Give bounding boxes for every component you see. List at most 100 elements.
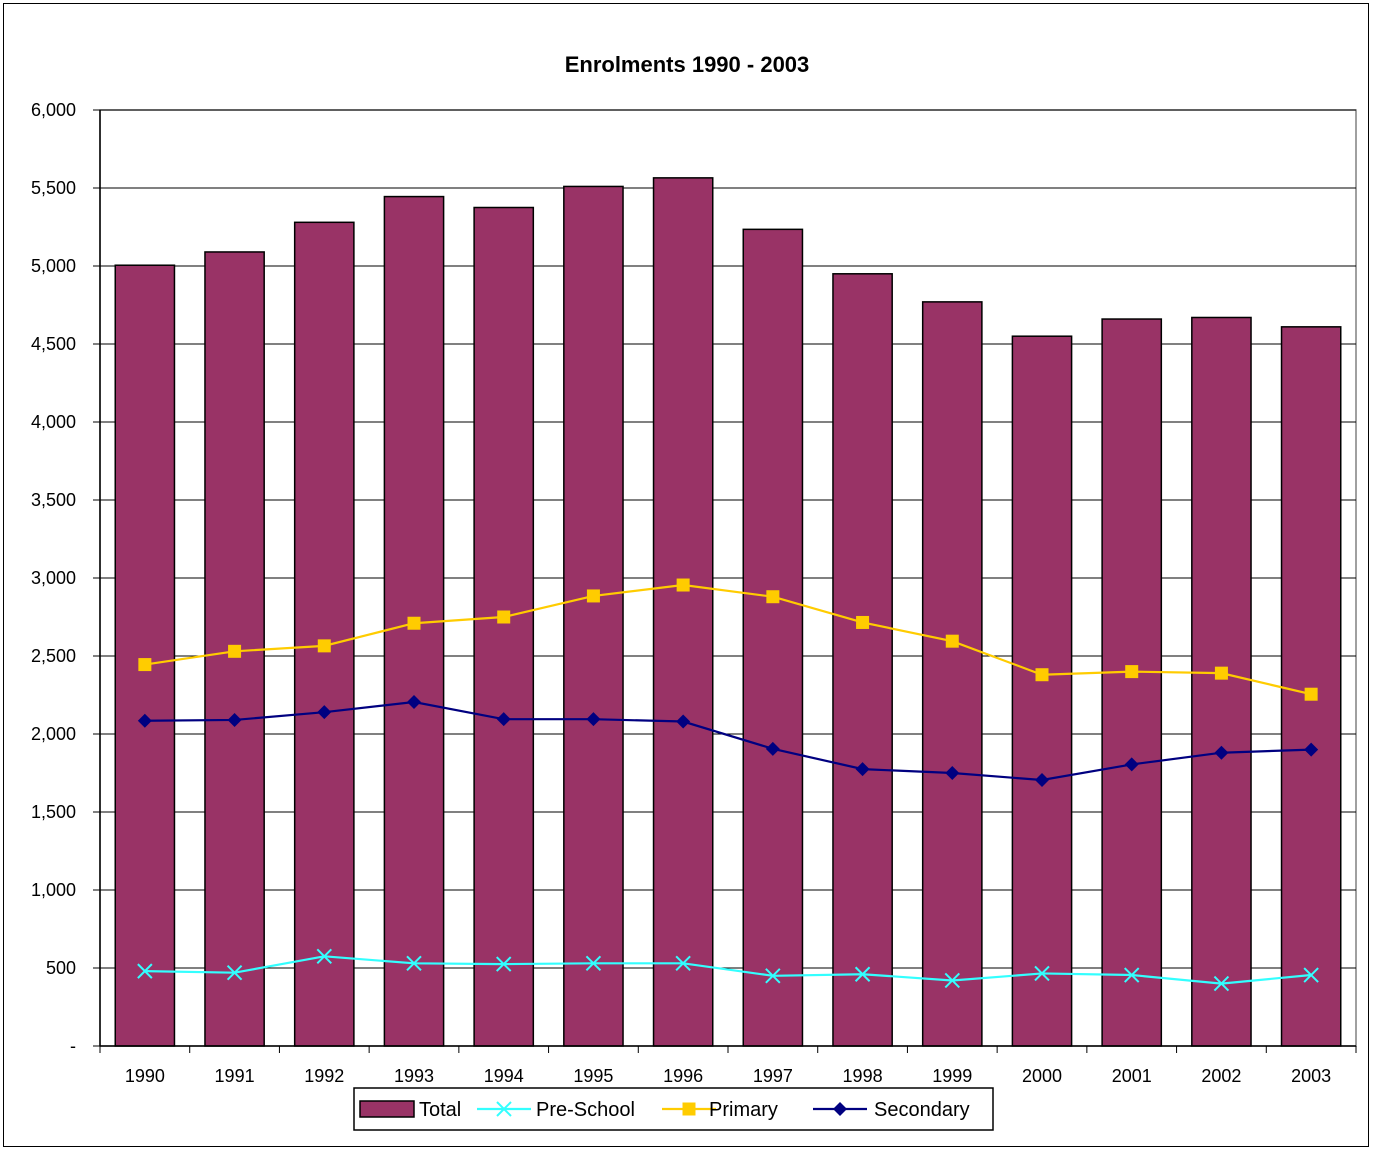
point-primary [766, 590, 780, 604]
x-tick-label: 1997 [753, 1066, 793, 1086]
point-primary [407, 616, 421, 630]
legend-marker-secondary [833, 1102, 847, 1116]
marker-stroke [406, 955, 422, 972]
y-tick-label: 2,000 [31, 724, 76, 744]
point-secondary [1304, 742, 1319, 757]
bar-total [652, 177, 714, 1047]
legend-label-total: Total [419, 1099, 461, 1121]
line-secondary [144, 700, 1312, 782]
y-tick-label: 2,500 [31, 646, 76, 666]
x-tick-label: 1993 [394, 1066, 434, 1086]
x-tick-label: 1991 [215, 1066, 255, 1086]
marker-stroke [854, 966, 871, 982]
x-tick-label: 1992 [304, 1066, 344, 1086]
point-secondary [407, 695, 421, 710]
x-tick-label: 2000 [1022, 1066, 1062, 1086]
point-primary [1214, 666, 1228, 680]
x-tick-label: 1998 [843, 1066, 883, 1086]
point-secondary [137, 713, 152, 728]
point-pre-school [675, 955, 691, 972]
marker-stroke [1124, 967, 1140, 983]
legend-label-pre-school: Pre-School [536, 1099, 635, 1121]
x-tick-label: 2001 [1112, 1066, 1152, 1086]
bar-total [1011, 335, 1073, 1047]
point-secondary [586, 712, 601, 727]
y-tick-label: 3,500 [31, 490, 76, 510]
point-primary [1304, 687, 1318, 701]
x-tick-label: 2002 [1201, 1066, 1241, 1086]
point-secondary [945, 766, 960, 780]
point-primary [317, 639, 331, 653]
y-tick-label: 1,500 [31, 802, 76, 822]
legend: Total Pre-School Primary Secondary [353, 1087, 994, 1131]
axes: - 500 1,000 1,500 2,000 2,500 3,000 3,500 4,000 4… [31, 100, 1357, 1086]
point-pre-school [1303, 967, 1319, 983]
y-tick-label: 1,000 [31, 880, 76, 900]
point-pre-school [1213, 975, 1230, 992]
legend-label-secondary: Secondary [874, 1099, 970, 1121]
y-tick-label: 4,000 [31, 412, 76, 432]
point-pre-school [944, 972, 960, 989]
point-primary [228, 644, 242, 658]
marker-stroke [137, 963, 153, 979]
bar-total [293, 221, 355, 1047]
bar-total [1280, 326, 1342, 1047]
point-primary [1035, 668, 1049, 682]
x-tick-label: 1999 [932, 1066, 972, 1086]
y-tick-label: - [70, 1036, 76, 1056]
marker-stroke [316, 948, 332, 965]
point-pre-school [496, 956, 512, 972]
x-tick-label: 1990 [125, 1066, 165, 1086]
marker-stroke [496, 1101, 512, 1117]
point-pre-school [316, 948, 332, 965]
legend-swatch-total [359, 1100, 415, 1118]
line-primary [144, 583, 1312, 696]
bar-total [742, 228, 804, 1047]
legend-marker-primary [682, 1102, 696, 1116]
line-pre-school [144, 955, 1312, 985]
point-secondary [227, 712, 242, 727]
point-pre-school [854, 966, 871, 982]
point-pre-school [226, 964, 243, 981]
bar-total [1101, 318, 1163, 1047]
point-primary [856, 615, 870, 629]
point-pre-school [1034, 965, 1050, 982]
x-tick-label: 1994 [484, 1066, 524, 1086]
y-tick-label: 5,000 [31, 256, 76, 276]
point-secondary [855, 762, 870, 777]
bars [114, 177, 1342, 1047]
point-primary [497, 610, 511, 624]
point-secondary [1124, 757, 1139, 772]
point-pre-school [406, 955, 422, 972]
marker-stroke [675, 955, 691, 972]
bar-total [921, 301, 983, 1047]
point-pre-school [1124, 967, 1140, 983]
point-pre-school [585, 955, 602, 972]
chart-title: Enrolments 1990 - 2003 [565, 52, 810, 77]
point-primary [1125, 665, 1139, 679]
bar-total [114, 264, 176, 1047]
bar-total [832, 273, 893, 1047]
marker-stroke [496, 956, 512, 972]
y-tick-label: 500 [46, 958, 76, 978]
x-tick-label: 1995 [573, 1066, 613, 1086]
point-secondary [676, 714, 691, 729]
point-primary [586, 589, 600, 603]
bar-total [473, 206, 535, 1047]
legend-marker-pre-school [496, 1101, 512, 1117]
y-tick-label: 3,000 [31, 568, 76, 588]
y-tick-label: 4,500 [31, 334, 76, 354]
x-tick-label: 1996 [663, 1066, 703, 1086]
point-secondary [1035, 773, 1049, 788]
marker-stroke [1034, 965, 1050, 982]
point-secondary [1214, 745, 1229, 760]
point-primary [138, 658, 152, 672]
legend-label-primary: Primary [709, 1099, 778, 1121]
x-tick-label: 2003 [1291, 1066, 1331, 1086]
bar-total [1191, 316, 1252, 1047]
lines [137, 578, 1319, 992]
marker-stroke [944, 972, 960, 989]
point-pre-school [765, 968, 781, 984]
point-secondary [765, 741, 780, 756]
